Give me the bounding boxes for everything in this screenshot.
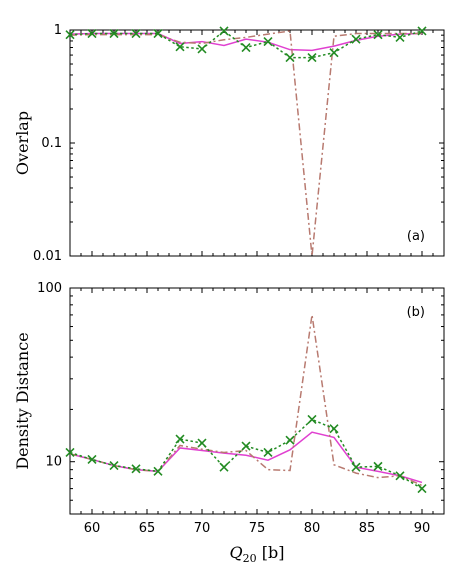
series-marker [131,464,141,474]
panel-b-frame [69,287,445,515]
panel-a-series [65,26,427,256]
series-marker [241,42,251,53]
series-marker [153,466,163,476]
series-marker [219,26,229,36]
series-marker [87,28,97,39]
series-marker [417,26,427,36]
series-marker [241,441,251,451]
series-marker [175,434,185,444]
series-marker [87,454,97,465]
panel-b-y-ticks: 10 100 [37,281,444,501]
panel-b-series [65,314,427,494]
series-marker [395,471,405,481]
x-tick-label: 80 [304,521,321,536]
series-marker [373,30,383,40]
panel-a-overlap: 0.01 0.1 1 (a) Overlap [13,23,445,264]
y-tick-label: 1 [54,23,62,38]
y-tick-label: 0.01 [33,249,62,264]
series-marker [175,42,185,52]
x-axis-label: Q20 [b] [230,543,285,565]
y-tick-label: 10 [45,455,62,470]
panel-b-label: (b) [407,305,425,320]
series-line-dashdot [70,30,422,256]
panel-b-ylabel: Density Distance [13,332,32,469]
x-tick-label: 75 [249,521,266,536]
series-marker [263,447,273,458]
panel-a-frame [69,29,445,257]
x-tick-label: 70 [194,521,211,536]
x-tick-label: 60 [84,521,101,536]
series-marker [307,53,317,63]
panel-a-y-ticks: 0.01 0.1 1 [33,23,444,264]
panel-a-ylabel: Overlap [13,111,32,175]
panel-a-label: (a) [407,229,425,244]
series-line-dotted [70,30,423,59]
series-marker [373,461,383,471]
series-marker [197,44,207,54]
series-marker [197,438,207,448]
series-line-solid [70,431,423,484]
series-marker [219,462,229,472]
panel-b-density-distance: 10 100 60 65 70 75 80 85 90 (b) Density Distanc… [13,281,445,565]
panel-b-x-ticks: 60 65 70 75 80 85 90 [69,288,445,536]
series-marker [65,447,75,458]
x-tick-label: 65 [139,521,156,536]
series-marker [285,435,295,445]
panel-a-x-ticks [69,30,445,256]
series-marker [65,30,75,40]
series-marker [153,28,163,39]
series-marker [307,414,317,425]
x-tick-label: 85 [359,521,376,536]
series-marker [395,32,405,42]
series-marker [329,48,339,58]
series-marker [351,34,361,44]
y-tick-label: 0.1 [41,136,62,151]
y-tick-label: 100 [37,281,62,296]
series-line-dotted [70,418,423,490]
series-marker [285,53,295,63]
x-tick-label: 90 [414,521,431,536]
series-marker [351,462,361,472]
series-line-dashdot [70,314,423,487]
series-marker [109,461,119,471]
series-marker [263,37,273,47]
series-marker [131,28,141,39]
series-line-solid [70,32,423,52]
series-marker [329,424,339,434]
series-marker [417,484,427,494]
series-marker [109,28,119,39]
